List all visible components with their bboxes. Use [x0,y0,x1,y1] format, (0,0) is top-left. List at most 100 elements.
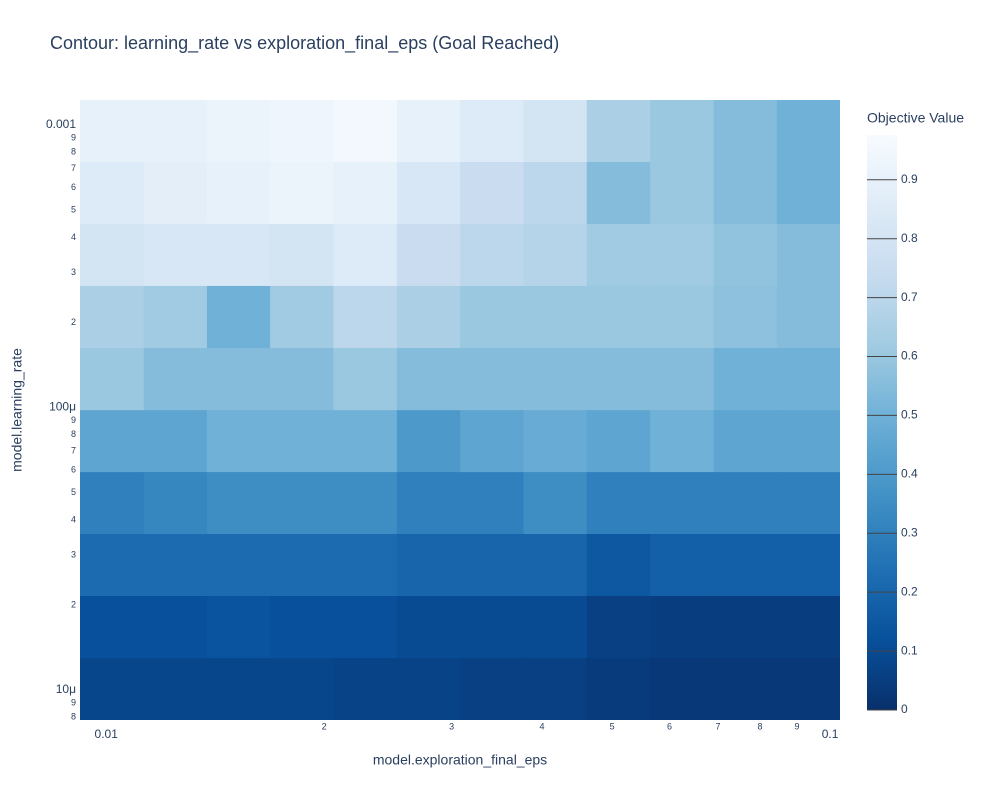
contour-cell [523,596,588,659]
contour-cell [396,348,461,411]
contour-cell [333,100,398,163]
contour-cell [270,596,334,659]
x-tick-label: 8 [757,721,762,731]
contour-cell [586,223,651,287]
contour-cell [586,658,651,720]
contour-cell [270,658,334,720]
contour-cell [270,223,334,287]
colorbar-tick-label: 0 [901,702,908,716]
x-axis-label: model.exploration_final_eps [373,752,547,768]
contour-cell [143,658,208,720]
contour-cell [523,534,588,597]
contour-cell [333,285,398,349]
contour-cell [460,534,524,597]
y-tick-label: 9 [71,697,76,707]
contour-cell [713,410,778,473]
contour-cell [143,100,208,163]
y-tick-label: 4 [71,514,76,524]
contour-cell [460,348,524,411]
contour-cell [143,348,208,411]
contour-cell [713,596,778,659]
contour-cell [776,534,840,597]
contour-cell [650,162,715,225]
contour-cell [270,410,334,473]
contour-cell [80,472,145,535]
contour-cell [650,348,715,411]
contour-cell [333,596,398,659]
colorbar-tick-label: 0.6 [901,349,918,363]
contour-cell [143,410,208,473]
colorbar-tick-label: 0.3 [901,525,918,539]
contour-cell [396,162,461,225]
contour-cell [713,348,778,411]
contour-cell [143,223,208,287]
contour-cell [523,223,588,287]
x-tick-label: 2 [322,721,327,731]
contour-cell [650,658,715,720]
contour-cell [396,658,461,720]
contour-cell [586,348,651,411]
contour-cell [650,285,715,349]
contour-cell [776,285,840,349]
contour-cell [270,472,334,535]
contour-cell [523,162,588,225]
contour-cell [206,410,271,473]
contour-cell [523,285,588,349]
y-tick-label: 8 [71,147,76,157]
y-tick-label: 3 [71,267,76,277]
contour-cell [270,285,334,349]
x-tick-label: 5 [610,721,615,731]
y-tick-label: 8 [71,712,76,722]
contour-cell [206,534,271,597]
contour-cell [143,285,208,349]
contour-cell [80,223,145,287]
contour-cell [80,534,145,597]
y-tick-label: 5 [71,204,76,214]
y-tick-label: 100μ [49,400,76,414]
contour-cell [396,285,461,349]
contour-cell [586,596,651,659]
contour-cell [396,100,461,163]
contour-cell [650,596,715,659]
colorbar-tick-label: 0.2 [901,584,918,598]
contour-cell [523,472,588,535]
contour-cell [270,162,334,225]
contour-cell [333,472,398,535]
contour-cell [776,162,840,225]
contour-cell [80,596,145,659]
contour-cell [460,596,524,659]
contour-cell [586,162,651,225]
contour-cell [333,410,398,473]
contour-cell [80,348,145,411]
colorbar-tick-label: 0.9 [901,172,918,186]
contour-cell [776,223,840,287]
x-tick-label: 9 [794,721,799,731]
contour-cell [586,472,651,535]
y-tick-label: 2 [71,599,76,609]
contour-cell [776,472,840,535]
contour-cell [143,596,208,659]
contour-cell [713,223,778,287]
contour-cell [460,658,524,720]
y-tick-label: 6 [71,182,76,192]
contour-cell [713,472,778,535]
contour-cell [460,223,524,287]
contour-cell [80,658,145,720]
contour-cell [206,223,271,287]
contour-cell [396,410,461,473]
contour-cell [206,348,271,411]
x-tick-label: 7 [715,721,720,731]
y-tick-label: 9 [71,415,76,425]
chart-title: Contour: learning_rate vs exploration_fi… [50,33,559,54]
contour-cell [333,534,398,597]
contour-cell [206,100,271,163]
contour-cell [270,100,334,163]
colorbar [867,135,897,710]
contour-cell [586,410,651,473]
y-tick-label: 10μ [56,682,76,696]
y-tick-label: 8 [71,429,76,439]
contour-cell [206,596,271,659]
colorbar-tick-label: 0.1 [901,643,918,657]
contour-cell [206,285,271,349]
contour-cell [460,410,524,473]
